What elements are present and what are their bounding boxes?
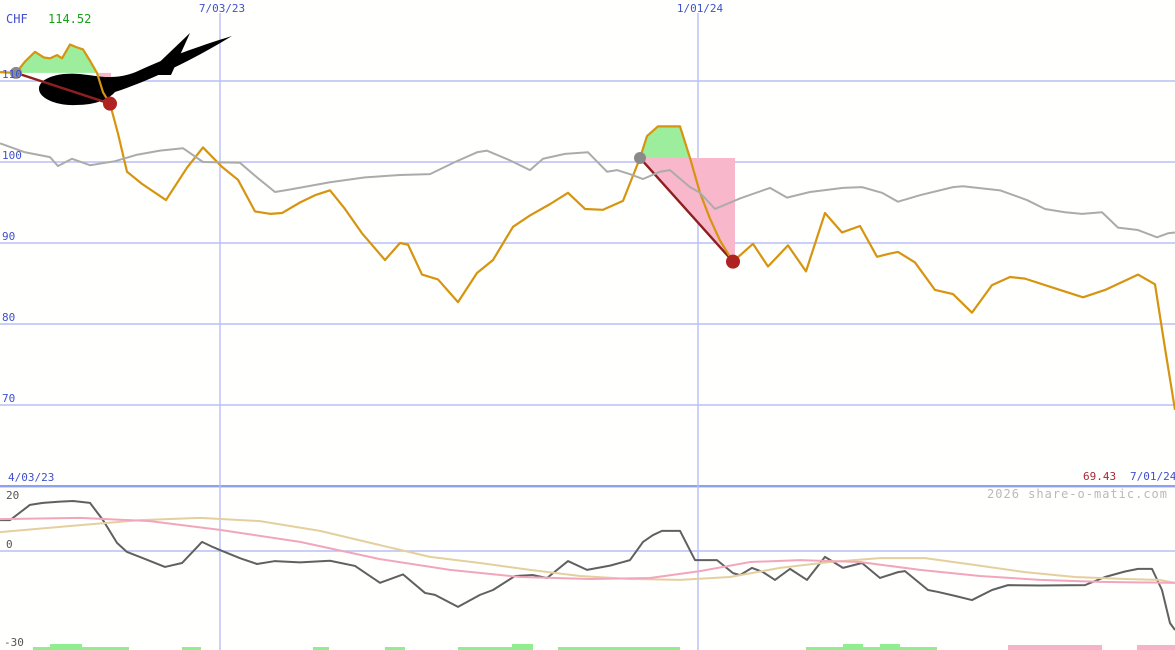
period-bar-down: [1137, 645, 1175, 650]
period-bar-up: [512, 644, 533, 650]
currency-label: CHF: [6, 12, 28, 26]
momentum-axis-tick--30: -30: [4, 635, 24, 649]
watermark: 2026 share-o-matic.com: [987, 487, 1168, 501]
trend-endpoint-dot-3: [726, 254, 740, 269]
swoosh-spike: [146, 33, 190, 75]
price-axis-tick-90: 90: [2, 230, 16, 243]
period-bar-up: [82, 647, 129, 650]
period-bar-up: [33, 647, 50, 650]
series-share-price: [0, 43, 1175, 411]
trend-segment-1: [639, 157, 734, 263]
trend-segment-0: [15, 71, 111, 105]
price-axis-tick-110: 110: [2, 68, 22, 81]
series-signal-fast: [0, 516, 1175, 584]
series-benchmark-index: [0, 142, 1175, 239]
price-axis-tick-100: 100: [2, 149, 22, 162]
performance-fill-3: [16, 44, 97, 73]
date-axis-label-0: 7/03/23: [198, 2, 246, 15]
trend-endpoint-dot-2: [634, 151, 646, 164]
end-date-label: 7/01/24: [1130, 470, 1175, 483]
period-high-value: 114.52: [48, 12, 92, 26]
period-bar-up: [458, 647, 512, 650]
period-bar-up: [558, 647, 680, 650]
performance-fill-4: [640, 126, 690, 158]
trend-endpoint-dot-1: [103, 96, 117, 111]
period-bar-up: [806, 647, 843, 650]
period-bar-up: [900, 647, 937, 650]
trend-endpoint-dot-0: [10, 66, 22, 79]
chart-series-layer: [0, 43, 1175, 631]
momentum-axis-tick-0: 0: [6, 538, 13, 551]
start-date-label: 4/03/23: [8, 471, 55, 484]
nike-swoosh-logo: [38, 33, 233, 106]
period-bar-up: [313, 647, 329, 650]
series-oscillator: [0, 499, 1175, 631]
chart-grid-and-fills: [0, 13, 1175, 650]
last-price-label: 69.43: [1083, 470, 1117, 483]
period-bar-up: [50, 644, 82, 650]
period-bar-up: [182, 647, 201, 650]
period-bar-up: [843, 644, 863, 650]
period-bar-up: [863, 647, 880, 650]
period-bar-up: [880, 644, 900, 650]
period-bar-up: [385, 647, 405, 650]
price-axis-tick-70: 70: [2, 392, 16, 405]
date-axis-label-1: 1/01/24: [676, 2, 724, 15]
period-bar-down: [1008, 645, 1102, 650]
momentum-axis-tick-20: 20: [6, 489, 20, 502]
series-signal-slow: [0, 516, 1175, 584]
price-axis-tick-80: 80: [2, 311, 16, 324]
